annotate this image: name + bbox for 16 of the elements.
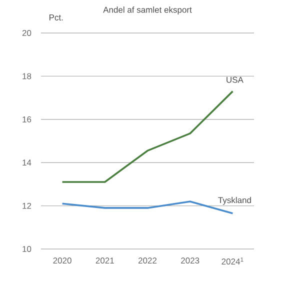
line-series <box>61 90 234 183</box>
y-tick-label: 12 <box>22 202 32 209</box>
x-tick-label: 2023 <box>181 258 200 264</box>
y-axis-title: Pct. <box>49 14 63 20</box>
y-tick-label: 20 <box>22 30 32 36</box>
x-tick-label: 2024$^{1}$ <box>222 258 244 265</box>
y-tick-label: 10 <box>22 246 32 252</box>
y-tick-label: 14 <box>22 160 32 166</box>
x-tick-label: 2020 <box>53 258 72 264</box>
y-tick-label: 18 <box>22 73 32 80</box>
x-tick-label: 2021 <box>96 258 114 264</box>
y-tick-label: 16 <box>22 116 32 122</box>
chart-title: Andel af samlet eksport <box>103 6 192 14</box>
series-label: USA <box>226 76 244 83</box>
series-label: Tyskland <box>218 196 251 205</box>
x-tick-label: 2022 <box>138 258 157 264</box>
